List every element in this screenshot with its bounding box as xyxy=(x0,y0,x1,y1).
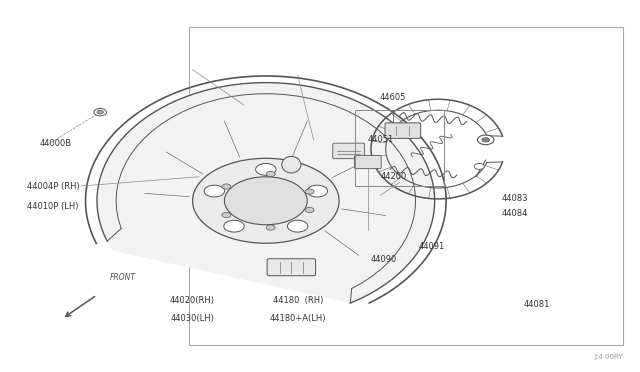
Text: 44020(RH): 44020(RH) xyxy=(170,296,215,305)
Text: 44180  (RH): 44180 (RH) xyxy=(273,296,323,305)
FancyBboxPatch shape xyxy=(267,259,316,276)
Text: 44084: 44084 xyxy=(502,209,528,218)
Circle shape xyxy=(97,110,103,114)
FancyBboxPatch shape xyxy=(355,155,381,169)
Circle shape xyxy=(224,220,244,232)
Bar xyxy=(189,27,623,345)
Text: FRONT: FRONT xyxy=(109,273,136,282)
Circle shape xyxy=(266,171,275,177)
Text: 44004P (RH): 44004P (RH) xyxy=(27,182,79,190)
Circle shape xyxy=(222,212,231,218)
Circle shape xyxy=(204,185,225,197)
Circle shape xyxy=(222,184,231,189)
Ellipse shape xyxy=(225,177,307,225)
Polygon shape xyxy=(97,83,435,303)
Ellipse shape xyxy=(282,156,301,173)
Circle shape xyxy=(255,163,276,175)
Circle shape xyxy=(477,135,494,145)
Circle shape xyxy=(474,163,484,169)
Text: 44081: 44081 xyxy=(524,300,550,309)
Circle shape xyxy=(305,189,314,194)
Text: 44030(LH): 44030(LH) xyxy=(171,314,214,323)
Text: 44090: 44090 xyxy=(371,255,397,264)
Text: 44000B: 44000B xyxy=(40,139,72,148)
FancyBboxPatch shape xyxy=(333,143,365,159)
Ellipse shape xyxy=(193,158,339,243)
Text: 44091: 44091 xyxy=(419,243,445,251)
FancyBboxPatch shape xyxy=(385,123,420,138)
Circle shape xyxy=(482,138,490,142)
Circle shape xyxy=(305,208,314,212)
Circle shape xyxy=(287,220,308,232)
Circle shape xyxy=(266,225,275,230)
Bar xyxy=(355,110,444,186)
Text: 44180+A(LH): 44180+A(LH) xyxy=(269,314,326,323)
Circle shape xyxy=(94,109,106,116)
Text: 44200: 44200 xyxy=(381,172,407,181)
Circle shape xyxy=(307,185,328,197)
Text: 44010P (LH): 44010P (LH) xyxy=(27,202,78,211)
Text: J:4 00RY: J:4 00RY xyxy=(594,353,623,359)
Text: 44083: 44083 xyxy=(502,195,528,203)
Text: 44605: 44605 xyxy=(380,93,406,102)
Text: 44051: 44051 xyxy=(368,135,394,144)
